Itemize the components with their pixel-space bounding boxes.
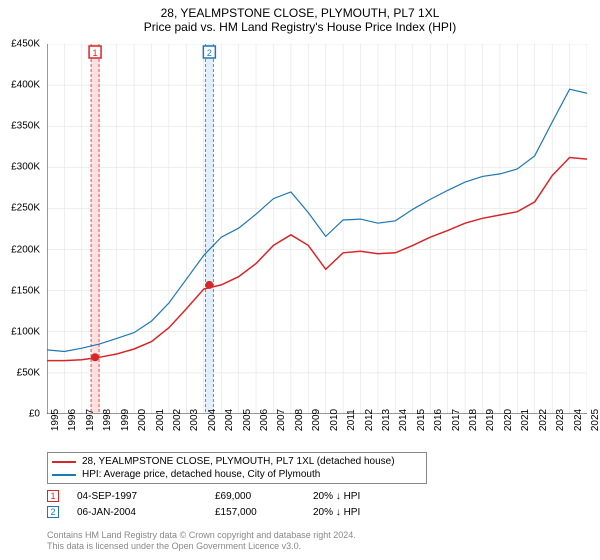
y-tick-label: £200K [11,244,40,255]
x-tick-label: 2011 [346,409,357,431]
x-tick-label: 1999 [120,409,131,431]
x-tick-label: 2004 [224,409,235,431]
x-tick-label: 2009 [311,409,322,431]
y-tick-label: £250K [11,203,40,214]
x-tick-label: 2018 [468,409,479,431]
x-tick-label: 1995 [50,409,61,431]
x-tick-label: 2006 [259,409,270,431]
x-tick-label: 2012 [364,409,375,431]
data-point-row: 2 06-JAN-2004 £157,000 20% ↓ HPI [47,506,360,518]
footer-attribution: Contains HM Land Registry data © Crown c… [47,530,356,552]
footer-line-2: This data is licensed under the Open Gov… [47,541,356,552]
data-point-delta: 20% ↓ HPI [313,507,360,518]
y-axis-labels: £0£50K£100K£150K£200K£250K£300K£350K£400… [0,44,44,414]
legend-swatch [52,461,76,463]
y-tick-label: £150K [11,285,40,296]
data-point-date: 04-SEP-1997 [77,491,197,502]
x-tick-label: 2014 [398,409,409,431]
chart-subtitle: Price paid vs. HM Land Registry's House … [0,20,600,38]
x-tick-label: 2021 [520,409,531,431]
x-tick-label: 1998 [102,409,113,431]
x-tick-label: 1996 [67,409,78,431]
legend-swatch [52,474,76,476]
legend-label: 28, YEALMPSTONE CLOSE, PLYMOUTH, PL7 1XL… [82,456,395,467]
chart-svg: 12 [47,44,587,414]
y-tick-label: £100K [11,326,40,337]
x-tick-label: 2020 [503,409,514,431]
x-tick-label: 1997 [85,409,96,431]
x-tick-label: 2007 [276,409,287,431]
legend-label: HPI: Average price, detached house, City… [82,469,320,480]
x-tick-label: 2004 [207,409,218,431]
svg-text:1: 1 [93,48,98,58]
y-tick-label: £350K [11,121,40,132]
x-tick-label: 2008 [294,409,305,431]
data-point-marker: 2 [47,506,59,518]
x-tick-label: 2001 [155,409,166,431]
x-tick-label: 2013 [381,409,392,431]
x-tick-label: 2015 [416,409,427,431]
data-points-table: 1 04-SEP-1997 £69,000 20% ↓ HPI 2 06-JAN-2004… [47,490,360,522]
footer-line-1: Contains HM Land Registry data © Crown c… [47,530,356,541]
data-point-row: 1 04-SEP-1997 £69,000 20% ↓ HPI [47,490,360,502]
data-point-delta: 20% ↓ HPI [313,491,360,502]
x-tick-label: 2003 [189,409,200,431]
data-point-price: £157,000 [215,507,295,518]
y-tick-label: £0 [29,409,40,420]
legend-item: 28, YEALMPSTONE CLOSE, PLYMOUTH, PL7 1XL… [52,455,422,468]
x-tick-label: 2024 [573,409,584,431]
x-tick-label: 2000 [137,409,148,431]
data-point-marker: 1 [47,490,59,502]
y-tick-label: £450K [11,39,40,50]
x-tick-label: 2025 [590,409,600,431]
chart-plot-area: 12 [47,44,587,414]
x-tick-label: 2022 [538,409,549,431]
legend-item: HPI: Average price, detached house, City… [52,468,422,481]
data-point-price: £69,000 [215,491,295,502]
x-tick-label: 2005 [242,409,253,431]
x-tick-label: 2002 [172,409,183,431]
x-tick-label: 2019 [485,409,496,431]
x-tick-label: 2017 [451,409,462,431]
chart-title: 28, YEALMPSTONE CLOSE, PLYMOUTH, PL7 1XL [0,0,600,20]
legend-box: 28, YEALMPSTONE CLOSE, PLYMOUTH, PL7 1XL… [47,452,427,484]
x-axis-labels: 1995199619971998199920002001200220032004… [47,418,587,450]
x-tick-label: 2016 [433,409,444,431]
y-tick-label: £50K [17,367,40,378]
data-point-date: 06-JAN-2004 [77,507,197,518]
y-tick-label: £300K [11,162,40,173]
x-tick-label: 2010 [329,409,340,431]
y-tick-label: £400K [11,80,40,91]
x-tick-label: 2023 [555,409,566,431]
svg-text:2: 2 [207,48,212,58]
